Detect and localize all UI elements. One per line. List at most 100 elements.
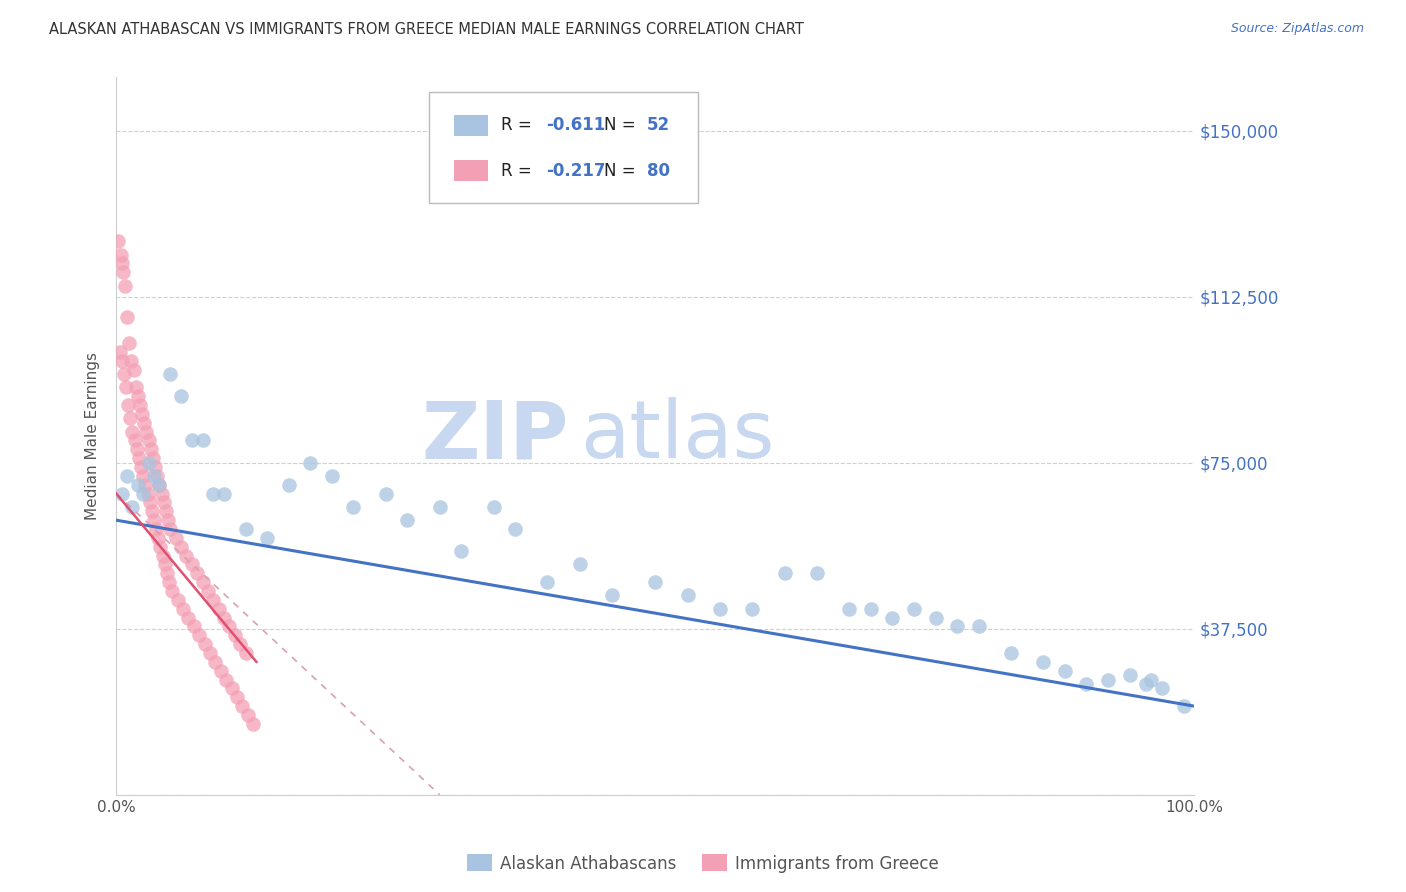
Point — [155, 504, 177, 518]
Point — [138, 456, 160, 470]
Point — [136, 486, 159, 500]
FancyBboxPatch shape — [429, 92, 699, 203]
Point — [172, 601, 194, 615]
Text: ALASKAN ATHABASCAN VS IMMIGRANTS FROM GREECE MEDIAN MALE EARNINGS CORRELATION CH: ALASKAN ATHABASCAN VS IMMIGRANTS FROM GR… — [49, 22, 804, 37]
Point — [186, 566, 208, 581]
Point — [1135, 677, 1157, 691]
Point — [111, 353, 134, 368]
Point — [215, 673, 238, 687]
Point — [231, 699, 253, 714]
Point — [143, 469, 166, 483]
Point — [110, 247, 132, 261]
Point — [127, 477, 149, 491]
Point — [1118, 668, 1140, 682]
Point — [180, 558, 202, 572]
Point — [536, 575, 558, 590]
Point — [107, 234, 129, 248]
Point — [204, 655, 226, 669]
Text: -0.611: -0.611 — [547, 117, 606, 135]
Point — [176, 549, 198, 563]
Point — [242, 717, 264, 731]
Point — [202, 593, 225, 607]
Point — [135, 425, 157, 439]
Point — [141, 504, 163, 518]
Point — [134, 477, 156, 491]
Point — [118, 336, 141, 351]
Point — [924, 610, 946, 624]
Point — [180, 434, 202, 448]
Y-axis label: Median Male Earnings: Median Male Earnings — [86, 352, 100, 520]
Point — [1140, 673, 1163, 687]
Point — [129, 398, 152, 412]
Point — [148, 477, 170, 491]
Point — [121, 500, 143, 514]
Point — [709, 601, 731, 615]
Point — [131, 407, 153, 421]
Text: R =: R = — [501, 161, 537, 179]
Point — [197, 584, 219, 599]
Point — [165, 531, 187, 545]
Point — [124, 434, 146, 448]
Point — [235, 522, 257, 536]
Point — [321, 469, 343, 483]
Point — [191, 575, 214, 590]
Point — [503, 522, 526, 536]
Text: ZIP: ZIP — [422, 397, 569, 475]
Point — [235, 646, 257, 660]
Point — [156, 566, 179, 581]
Point — [188, 628, 211, 642]
Point — [150, 486, 173, 500]
Point — [127, 389, 149, 403]
Point — [773, 566, 796, 581]
Point — [146, 469, 169, 483]
Point — [114, 278, 136, 293]
Point — [159, 522, 181, 536]
Point — [1053, 664, 1076, 678]
Point — [967, 619, 990, 633]
Point — [159, 367, 181, 381]
Point — [138, 495, 160, 509]
Point — [129, 460, 152, 475]
Point — [153, 558, 176, 572]
Point — [120, 411, 142, 425]
Point — [1173, 699, 1195, 714]
Point — [183, 619, 205, 633]
Point — [132, 486, 155, 500]
Point — [122, 362, 145, 376]
Point — [946, 619, 969, 633]
Point — [218, 619, 240, 633]
Point — [256, 531, 278, 545]
Point — [149, 540, 172, 554]
Text: 52: 52 — [647, 117, 669, 135]
Point — [1032, 655, 1054, 669]
Point — [644, 575, 666, 590]
Point — [676, 589, 699, 603]
Point — [396, 513, 419, 527]
Point — [108, 345, 131, 359]
Point — [882, 610, 904, 624]
Point — [191, 434, 214, 448]
Point — [156, 513, 179, 527]
Point — [342, 500, 364, 514]
FancyBboxPatch shape — [454, 160, 488, 181]
Point — [741, 601, 763, 615]
Point — [212, 486, 235, 500]
Point — [157, 575, 180, 590]
Point — [115, 469, 138, 483]
Point — [1150, 681, 1173, 696]
Point — [111, 486, 134, 500]
Point — [152, 495, 174, 509]
Point — [429, 500, 451, 514]
Point — [299, 456, 322, 470]
Point — [838, 601, 860, 615]
Point — [1097, 673, 1119, 687]
Point — [568, 558, 591, 572]
Point — [117, 398, 139, 412]
Point — [903, 601, 925, 615]
Point — [115, 380, 138, 394]
Point — [859, 601, 882, 615]
Point — [806, 566, 828, 581]
Text: N =: N = — [603, 117, 640, 135]
Point — [145, 522, 167, 536]
Point — [236, 708, 259, 723]
